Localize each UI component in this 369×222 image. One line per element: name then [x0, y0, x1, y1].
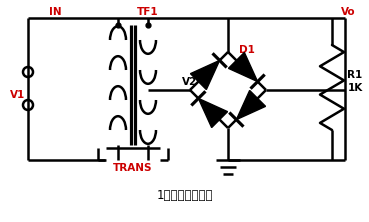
Text: TF1: TF1 [137, 7, 159, 17]
Polygon shape [199, 98, 228, 128]
Polygon shape [228, 52, 258, 82]
Text: Vo: Vo [341, 7, 355, 17]
Text: V1: V1 [10, 90, 25, 100]
Text: V2: V2 [182, 77, 198, 87]
Text: IN: IN [49, 7, 61, 17]
Text: D1: D1 [239, 45, 255, 55]
Text: 1、桥式整流电路: 1、桥式整流电路 [157, 188, 213, 202]
Polygon shape [237, 90, 266, 120]
Text: TRANS: TRANS [113, 163, 153, 173]
Text: R1: R1 [347, 70, 363, 80]
Polygon shape [190, 60, 220, 89]
Text: 1K: 1K [347, 83, 363, 93]
